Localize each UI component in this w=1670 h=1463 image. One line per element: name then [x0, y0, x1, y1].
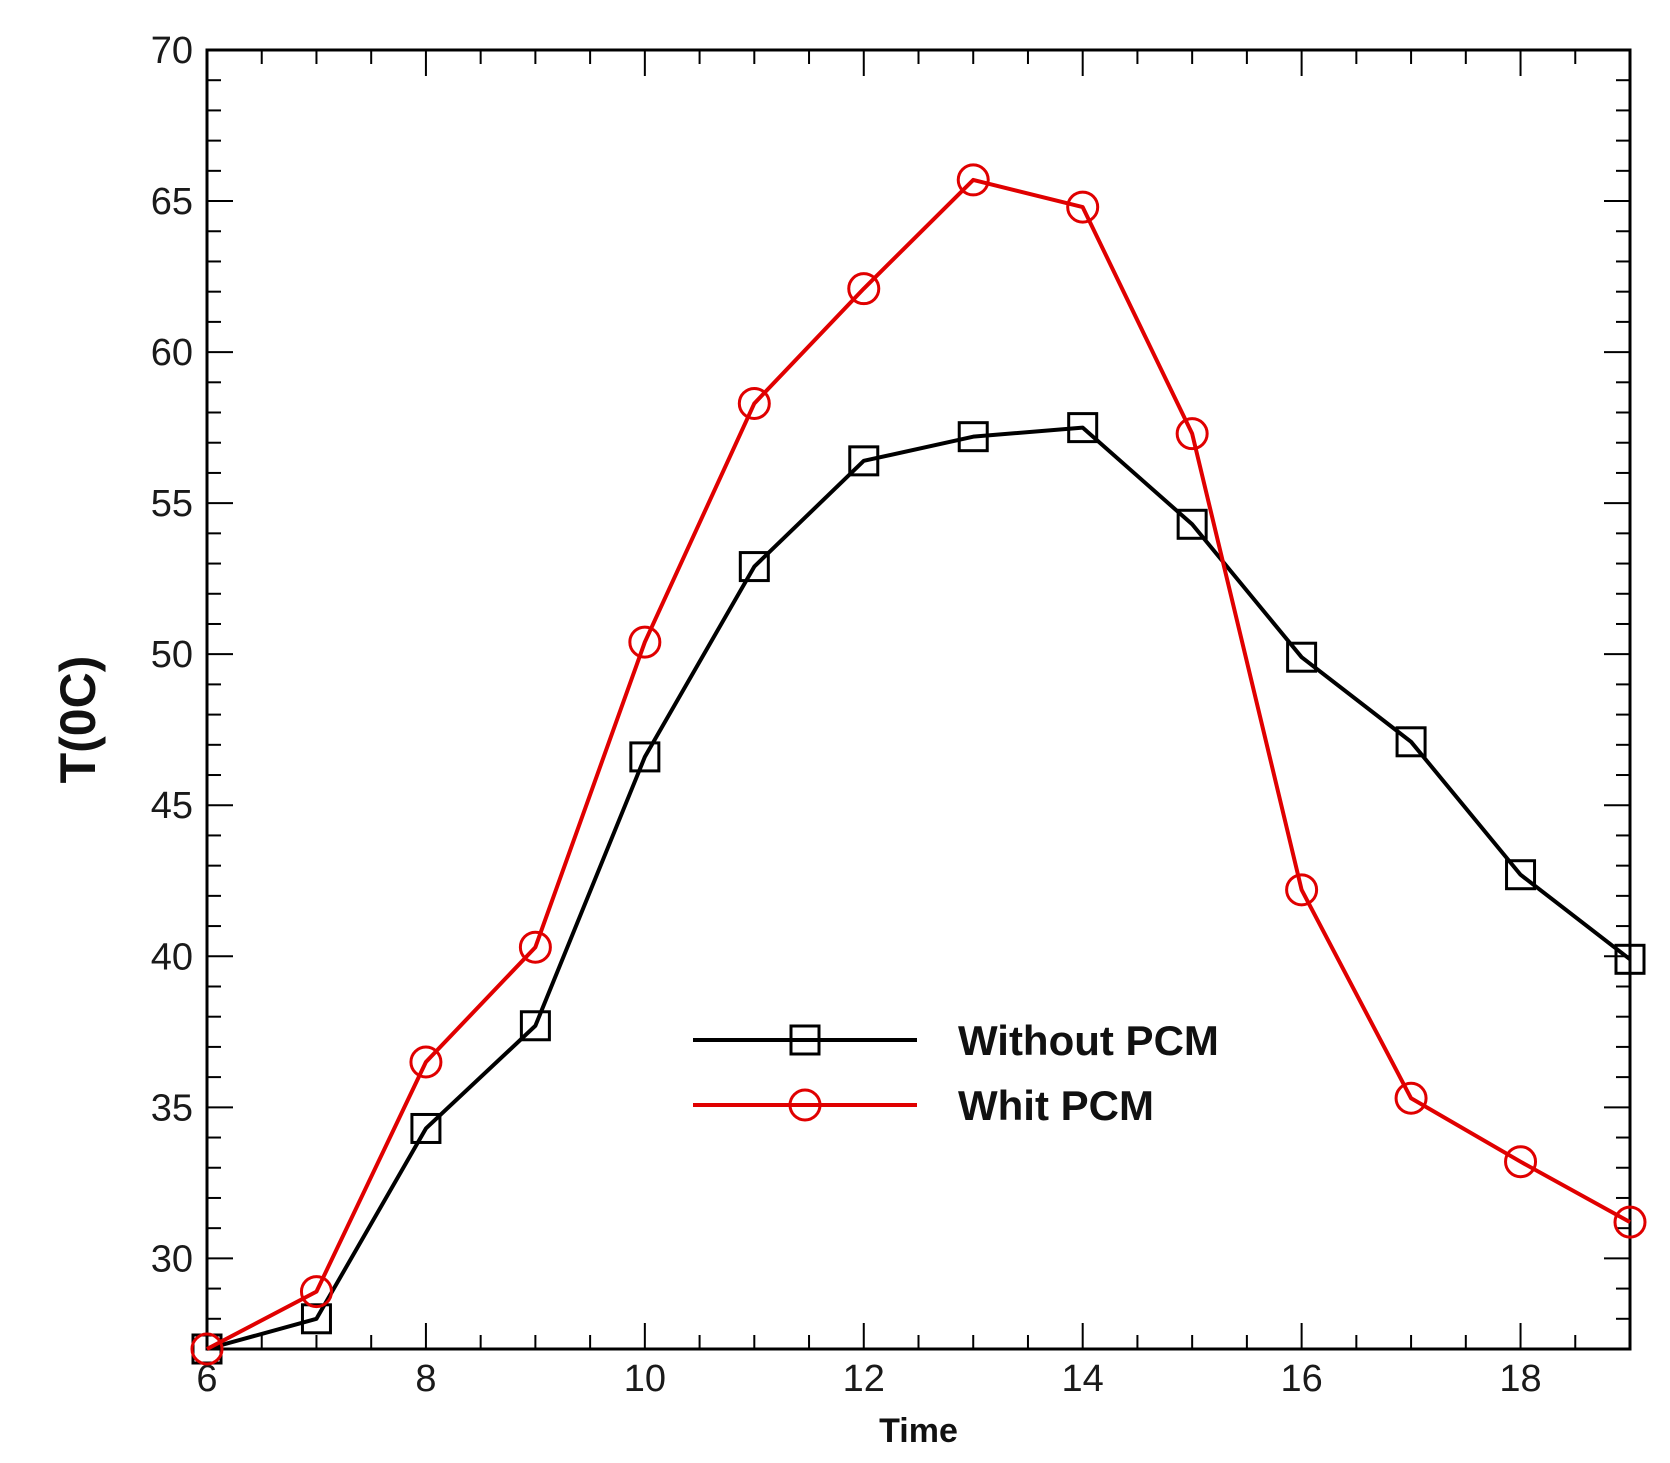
data-point-without-pcm — [1286, 641, 1318, 673]
y-tick-label: 50 — [151, 634, 193, 676]
y-tick-label: 55 — [151, 483, 193, 525]
data-point-with-pcm — [956, 163, 990, 197]
series-line-with-pcm — [206, 177, 1631, 1351]
x-tick-label: 6 — [196, 1358, 217, 1400]
data-point-with-pcm — [628, 625, 662, 659]
y-tick-label: 35 — [151, 1087, 193, 1129]
data-point-without-pcm — [957, 421, 989, 453]
series-without-pcm — [191, 412, 1646, 1365]
data-point-with-pcm — [1175, 417, 1209, 451]
data-point-with-pcm — [190, 1332, 224, 1366]
data-point-without-pcm — [848, 445, 880, 477]
y-tick-label: 30 — [151, 1238, 193, 1280]
data-point-without-pcm — [1614, 943, 1646, 975]
data-point-with-pcm — [1504, 1145, 1538, 1179]
y-tick-label: 70 — [151, 30, 193, 72]
legend-label-without-pcm: Without PCM — [958, 1017, 1219, 1064]
legend-marker-without-pcm — [789, 1024, 821, 1056]
x-tick-label: 8 — [415, 1358, 436, 1400]
data-point-without-pcm — [1395, 726, 1427, 758]
x-tick-label: 14 — [1062, 1358, 1104, 1400]
x-axis-title: Time — [879, 1412, 958, 1450]
series-with-pcm — [190, 163, 1647, 1366]
y-tick-label: 40 — [151, 936, 193, 978]
axes: 6 8 10 12 14 16 18 30 35 40 45 50 55 60 65 70 — [151, 30, 1632, 1400]
data-point-without-pcm — [519, 1010, 551, 1042]
data-point-with-pcm — [299, 1275, 333, 1309]
data-point-with-pcm — [518, 930, 552, 964]
series-layer — [190, 163, 1647, 1366]
data-point-without-pcm — [629, 741, 661, 773]
data-point-without-pcm — [410, 1112, 442, 1144]
legend-label-with-pcm: Whit PCM — [958, 1082, 1154, 1129]
series-line-without-pcm — [206, 425, 1632, 1351]
y-tick-label: 65 — [151, 181, 193, 223]
data-point-without-pcm — [1176, 508, 1208, 540]
data-point-without-pcm — [1067, 412, 1099, 444]
data-point-with-pcm — [1613, 1205, 1647, 1239]
x-tick-label: 18 — [1499, 1358, 1541, 1400]
data-point-with-pcm — [847, 272, 881, 306]
data-point-with-pcm — [1394, 1081, 1428, 1115]
legend: Without PCM Whit PCM — [693, 1017, 1219, 1129]
data-point-with-pcm — [1066, 190, 1100, 224]
y-axis-title: T(0C) — [50, 656, 106, 784]
legend-marker-with-pcm — [788, 1088, 822, 1122]
x-tick-label: 12 — [843, 1358, 885, 1400]
y-tick-label: 60 — [151, 332, 193, 374]
data-point-without-pcm — [738, 551, 770, 583]
y-tick-label: 45 — [151, 785, 193, 827]
data-point-without-pcm — [1505, 859, 1537, 891]
data-point-with-pcm — [1285, 873, 1319, 907]
x-tick-label: 10 — [624, 1358, 666, 1400]
x-tick-label: 16 — [1280, 1358, 1322, 1400]
data-point-with-pcm — [409, 1045, 443, 1079]
data-point-with-pcm — [737, 386, 771, 420]
data-point-without-pcm — [300, 1303, 332, 1335]
plot-frame — [205, 48, 1632, 1351]
